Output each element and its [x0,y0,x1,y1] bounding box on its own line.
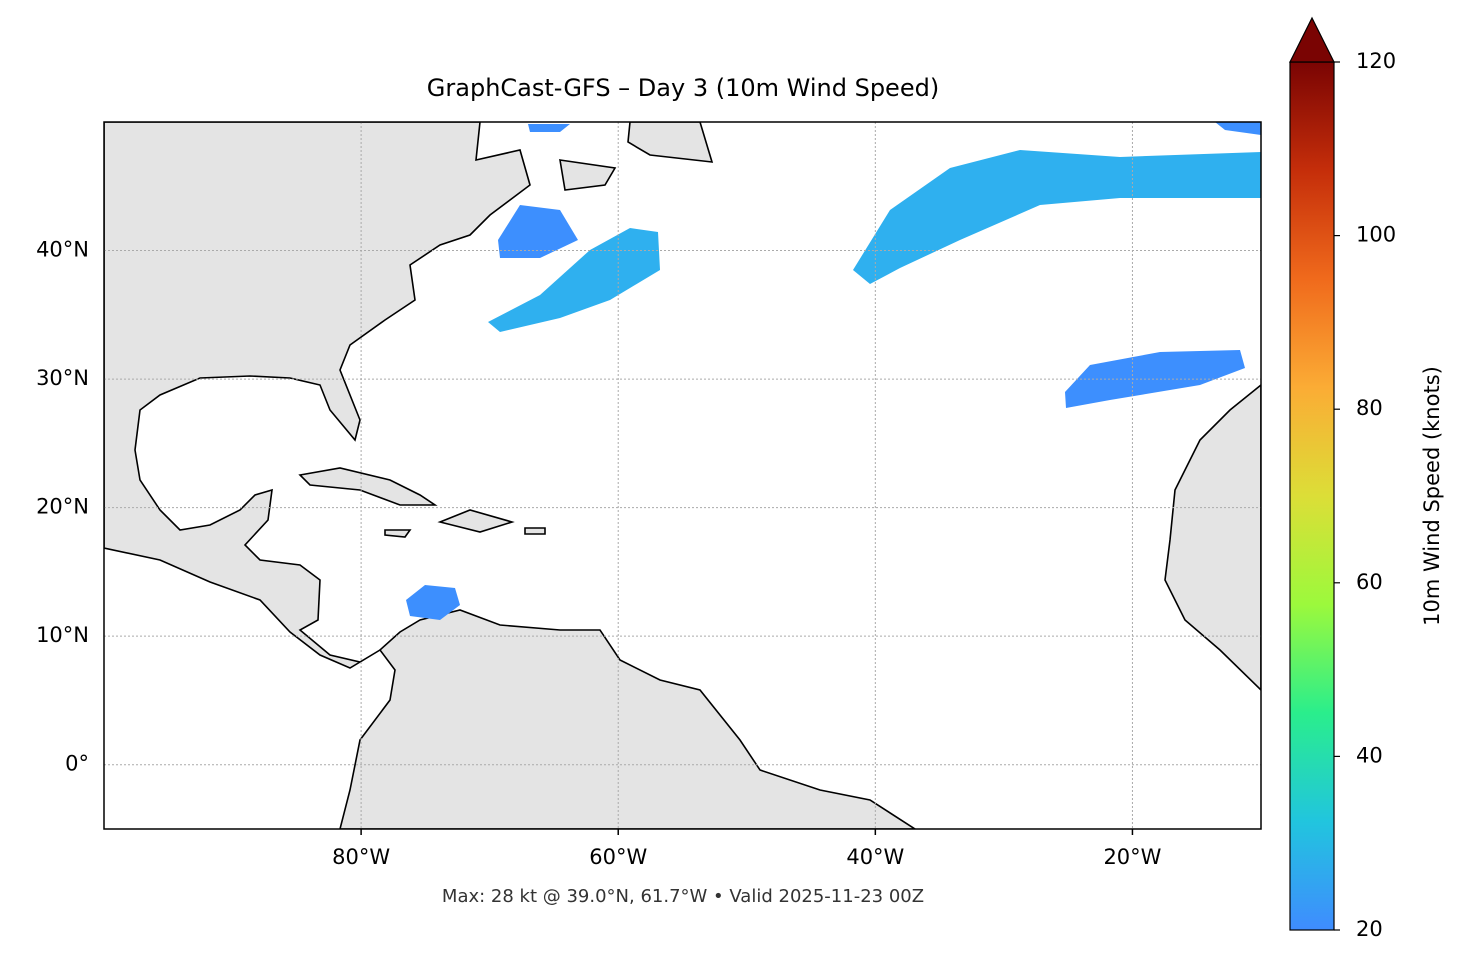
africa [1164,383,1261,692]
y-tick-label: 0° [65,752,89,776]
y-tick-label: 10°N [36,623,89,647]
y-tick-label: 20°N [36,495,89,519]
wind-area [488,228,660,332]
colorbar-tick-label: 20 [1356,917,1383,941]
hispaniola [437,509,515,533]
wind-area [498,205,578,258]
wind-area [1065,350,1245,408]
colorbar [1289,61,1335,931]
colorbar-tick-label: 100 [1356,223,1396,247]
y-tick-label: 30°N [36,366,89,390]
grid [104,122,1261,829]
y-tick-label: 40°N [36,238,89,262]
newfoundland [627,122,714,163]
x-tick-label: 80°W [332,845,390,869]
colorbar-tick-label: 120 [1356,49,1396,73]
north-america [104,122,531,669]
wind-area [853,150,1261,284]
colorbar-tick-label: 60 [1356,570,1383,594]
colorbar-tick-label: 40 [1356,743,1383,767]
colorbar-tick-label: 80 [1356,396,1383,420]
cuba [298,467,438,506]
south-america [339,609,917,829]
wind-area [528,124,570,132]
colorbar-extend [1289,16,1335,63]
nova-scotia [559,159,617,191]
x-tick-label: 60°W [589,845,647,869]
puerto-rico [524,527,546,535]
wind-area [1215,122,1261,135]
wind-area [406,585,460,620]
x-tick-label: 40°W [846,845,904,869]
colorbar-label: 10m Wind Speed (knots) [1420,366,1444,626]
chart-title: GraphCast-GFS – Day 3 (10m Wind Speed) [427,74,939,102]
jamaica [384,529,412,538]
plot-frame [103,121,1262,830]
annotation: Max: 28 kt @ 39.0°N, 61.7°W • Valid 2025… [442,886,924,907]
x-tick-label: 20°W [1103,845,1161,869]
map [104,122,1261,829]
